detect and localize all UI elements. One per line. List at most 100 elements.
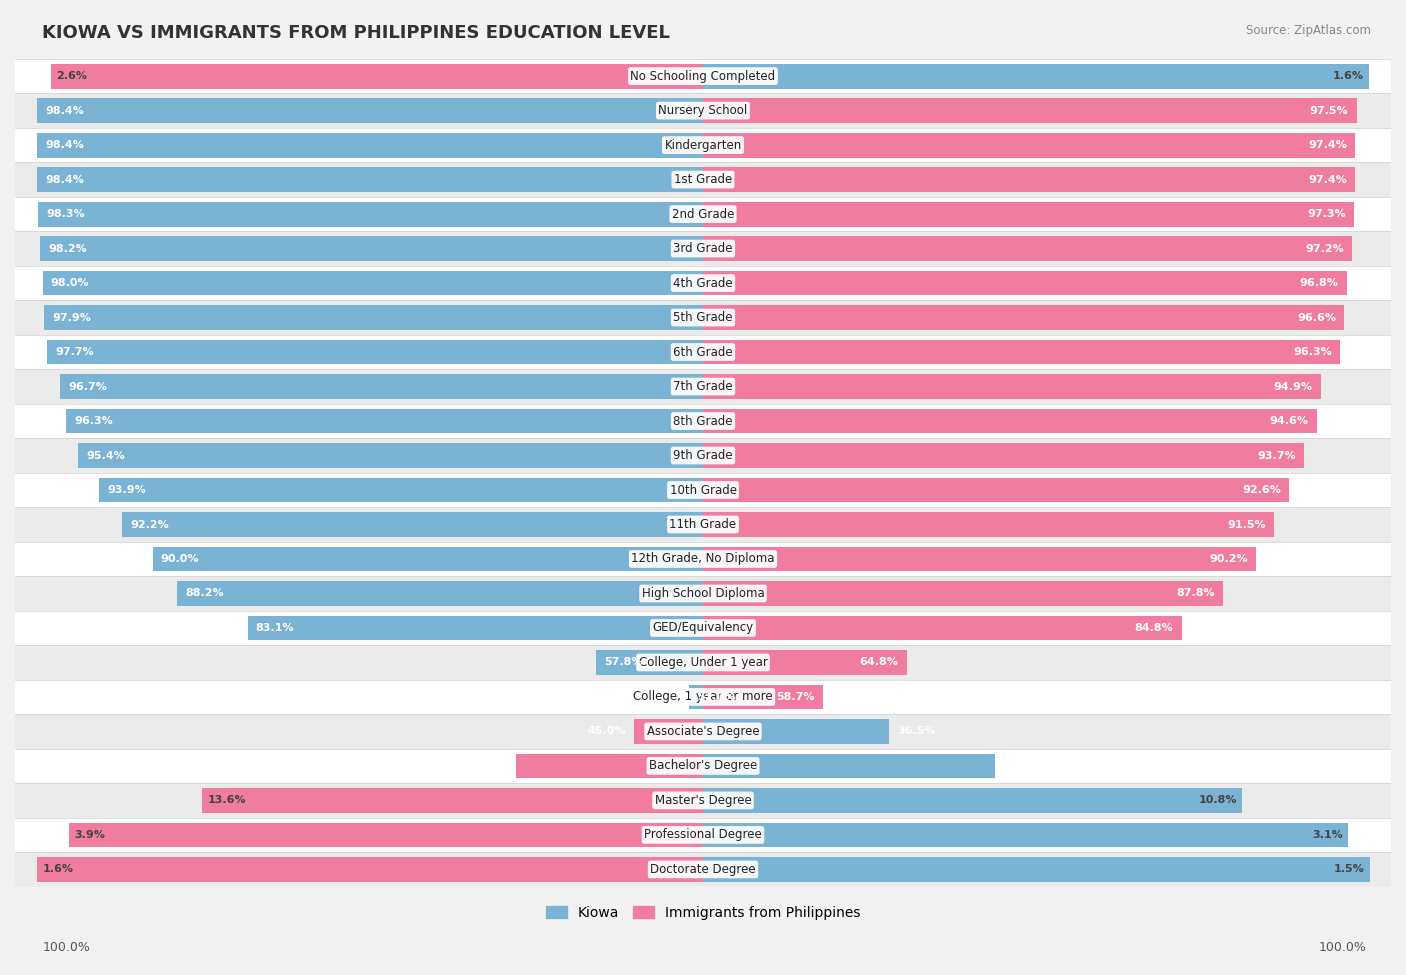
Bar (703, 719, 889, 744)
Bar (15, 370, 1391, 404)
Bar (39, 236, 703, 261)
Text: 7th Grade: 7th Grade (673, 380, 733, 393)
Bar (15, 300, 1391, 334)
Text: College, 1 year or more: College, 1 year or more (633, 690, 773, 703)
Bar (703, 409, 1316, 434)
Bar (60, 374, 703, 399)
Bar (596, 650, 703, 675)
Bar (79, 443, 703, 468)
Text: 6th Grade: 6th Grade (673, 345, 733, 359)
Text: High School Diploma: High School Diploma (641, 587, 765, 600)
Text: 3.1%: 3.1% (1312, 830, 1343, 839)
Text: 97.4%: 97.4% (1308, 140, 1347, 150)
Text: 13.6%: 13.6% (208, 796, 246, 805)
Text: 64.8%: 64.8% (859, 657, 898, 668)
Text: 97.4%: 97.4% (1308, 175, 1347, 184)
Text: 1.6%: 1.6% (1333, 71, 1364, 81)
Bar (15, 197, 1391, 231)
Text: 28.8%: 28.8% (1002, 760, 1042, 771)
Bar (703, 167, 1355, 192)
Bar (703, 63, 1369, 89)
Text: 3.9%: 3.9% (75, 830, 105, 839)
Bar (703, 478, 1289, 502)
Bar (15, 404, 1391, 439)
Bar (15, 334, 1391, 370)
Text: 98.0%: 98.0% (51, 278, 90, 288)
Bar (177, 581, 703, 605)
Bar (703, 754, 994, 778)
Bar (703, 615, 1182, 641)
Text: Doctorate Degree: Doctorate Degree (650, 863, 756, 876)
Bar (703, 512, 1274, 537)
Bar (703, 581, 1223, 605)
Text: 2.6%: 2.6% (56, 71, 87, 81)
Text: 97.7%: 97.7% (55, 347, 94, 357)
Bar (15, 818, 1391, 852)
Bar (634, 719, 703, 744)
Text: 9th Grade: 9th Grade (673, 449, 733, 462)
Text: 1st Grade: 1st Grade (673, 174, 733, 186)
Text: 1.6%: 1.6% (42, 865, 73, 875)
Text: 96.7%: 96.7% (69, 381, 107, 392)
Text: Associate's Degree: Associate's Degree (647, 725, 759, 738)
Text: 10th Grade: 10th Grade (669, 484, 737, 496)
Text: Nursery School: Nursery School (658, 104, 748, 117)
Text: Professional Degree: Professional Degree (644, 829, 762, 841)
Bar (15, 128, 1391, 163)
Text: 3rd Grade: 3rd Grade (673, 242, 733, 255)
Text: 98.3%: 98.3% (46, 209, 86, 219)
Text: College, Under 1 year: College, Under 1 year (638, 656, 768, 669)
Text: 100.0%: 100.0% (42, 941, 90, 954)
Bar (98, 478, 703, 502)
Bar (15, 576, 1391, 610)
Bar (15, 94, 1391, 128)
Bar (122, 512, 703, 537)
Bar (689, 684, 703, 710)
Text: 45.0%: 45.0% (588, 726, 626, 736)
Text: Bachelor's Degree: Bachelor's Degree (650, 760, 756, 772)
Bar (42, 271, 703, 295)
Text: 98.4%: 98.4% (45, 105, 84, 116)
Text: 96.8%: 96.8% (1299, 278, 1339, 288)
Bar (69, 823, 703, 847)
Text: 87.8%: 87.8% (1177, 589, 1215, 599)
Text: Kindergarten: Kindergarten (665, 138, 741, 151)
Text: 83.1%: 83.1% (256, 623, 294, 633)
Bar (15, 715, 1391, 749)
Text: 10.8%: 10.8% (1198, 796, 1237, 805)
Text: 97.3%: 97.3% (1308, 209, 1346, 219)
Text: 51.0%: 51.0% (697, 692, 735, 702)
Text: 5th Grade: 5th Grade (673, 311, 733, 324)
Bar (703, 271, 1347, 295)
Bar (247, 615, 703, 641)
Bar (153, 547, 703, 571)
Bar (703, 133, 1355, 158)
Text: 36.4%: 36.4% (468, 760, 508, 771)
Text: 92.2%: 92.2% (131, 520, 169, 529)
Bar (15, 163, 1391, 197)
Bar (15, 645, 1391, 680)
Bar (15, 542, 1391, 576)
Bar (703, 202, 1354, 226)
Text: 97.2%: 97.2% (1305, 244, 1344, 254)
Bar (703, 374, 1320, 399)
Text: 12th Grade, No Diploma: 12th Grade, No Diploma (631, 553, 775, 566)
Text: 98.4%: 98.4% (45, 175, 84, 184)
Bar (15, 680, 1391, 715)
Bar (202, 788, 703, 813)
Bar (15, 852, 1391, 886)
Bar (15, 58, 1391, 94)
Bar (38, 202, 703, 226)
Bar (703, 684, 823, 710)
Text: 36.5%: 36.5% (897, 726, 935, 736)
Bar (37, 133, 703, 158)
Legend: Kiowa, Immigrants from Philippines: Kiowa, Immigrants from Philippines (540, 900, 866, 925)
Text: 94.9%: 94.9% (1274, 381, 1313, 392)
Bar (15, 473, 1391, 507)
Bar (44, 305, 703, 330)
Bar (37, 167, 703, 192)
Text: 95.4%: 95.4% (87, 450, 125, 460)
Bar (703, 547, 1256, 571)
Bar (703, 443, 1305, 468)
Text: 58.7%: 58.7% (776, 692, 814, 702)
